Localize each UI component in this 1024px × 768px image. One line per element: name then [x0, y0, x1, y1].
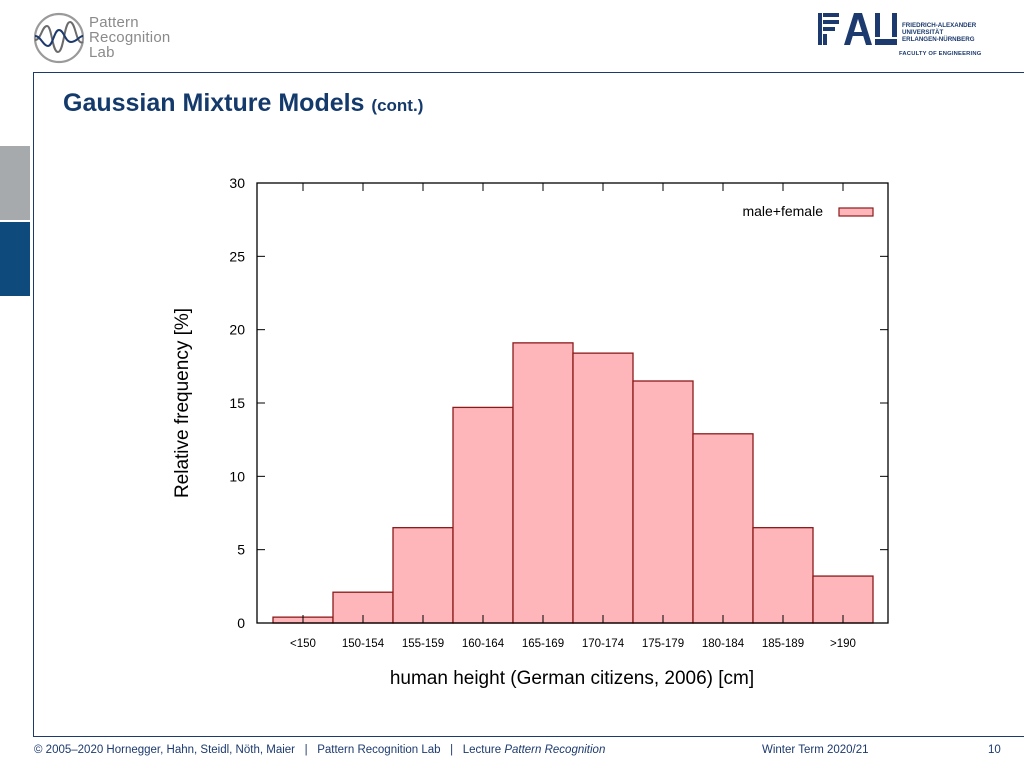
legend-swatch [838, 207, 874, 217]
footer-separator: | [304, 744, 308, 756]
x-tick-label-0: <150 [290, 638, 316, 650]
y-axis-label: Relative frequency [%] [172, 308, 193, 498]
footer-credits: © 2005–2020 Hornegger, Hahn, Steidl, Nöt… [34, 744, 605, 756]
y-tick-label-6: 30 [229, 175, 245, 191]
y-tick-label-5: 25 [229, 248, 245, 264]
footer-lecture-prefix: Lecture [462, 744, 502, 756]
pattern-recognition-lab-logo [33, 12, 85, 64]
x-tick-label-5: 170-174 [582, 638, 625, 650]
x-axis-label: human height (German citizens, 2006) [cm… [390, 668, 754, 689]
lab-name-line-1: Pattern [89, 14, 139, 31]
x-tick-label-6: 175-179 [642, 638, 684, 650]
x-tick-label-8: 185-189 [762, 638, 804, 650]
x-tick-label-9: >190 [830, 638, 856, 650]
y-tick-label-4: 20 [229, 322, 245, 338]
legend-label: male+female [742, 203, 823, 219]
bar-2 [392, 527, 454, 624]
x-tick-label-7: 180-184 [702, 638, 745, 650]
slide-title-main: Gaussian Mixture Models [63, 89, 365, 117]
y-tick-label-3: 15 [229, 395, 245, 411]
footer-copyright: © 2005–2020 Hornegger, Hahn, Steidl, Nöt… [34, 744, 295, 756]
fau-faculty: FACULTY OF ENGINEERING [899, 51, 982, 57]
side-marker-grey [0, 146, 30, 220]
y-tick-label-1: 5 [237, 542, 245, 558]
footer-lab: Pattern Recognition Lab [317, 744, 441, 756]
fau-line-1: FRIEDRICH-ALEXANDER [902, 22, 977, 29]
footer-separator: | [450, 744, 454, 756]
lab-name-line-2: Recognition [89, 29, 171, 46]
bar-7 [692, 433, 754, 624]
footer-lecture-name: Pattern Recognition [504, 744, 606, 756]
bar-4 [512, 342, 574, 624]
histogram-chart: 0 5 10 15 20 25 30 <150 150-154 155-159 160-164 165… [172, 175, 889, 689]
slide-title-suffix: (cont.) [371, 96, 424, 115]
bar-6 [632, 380, 694, 624]
fau-university-name: FRIEDRICH-ALEXANDER UNIVERSITÄT ERLANGEN… [902, 22, 976, 43]
fau-logo [818, 13, 897, 45]
bar-8 [752, 527, 814, 624]
side-marker-blue [0, 222, 30, 296]
lab-name: Pattern Recognition Lab [89, 15, 170, 60]
frame-left-rule [33, 72, 34, 736]
y-tick-label-2: 10 [229, 468, 245, 484]
x-tick-label-4: 165-169 [522, 638, 564, 650]
bar-5 [572, 352, 634, 624]
footer-term: Winter Term 2020/21 [762, 744, 869, 756]
frame-top-rule [33, 72, 1024, 73]
x-tick-label-3: 160-164 [462, 638, 505, 650]
frame-bottom-rule [33, 736, 1024, 737]
fau-line-2: UNIVERSITÄT [902, 29, 944, 36]
y-tick-label-0: 0 [237, 615, 245, 631]
x-tick-label-1: 150-154 [342, 638, 385, 650]
x-tick-label-2: 155-159 [402, 638, 444, 650]
lab-name-line-3: Lab [89, 44, 115, 61]
bar-3 [452, 406, 514, 624]
slide-title: Gaussian Mixture Models (cont.) [63, 89, 423, 118]
fau-line-3: ERLANGEN-NÜRNBERG [902, 36, 975, 43]
page-number: 10 [988, 744, 1001, 756]
